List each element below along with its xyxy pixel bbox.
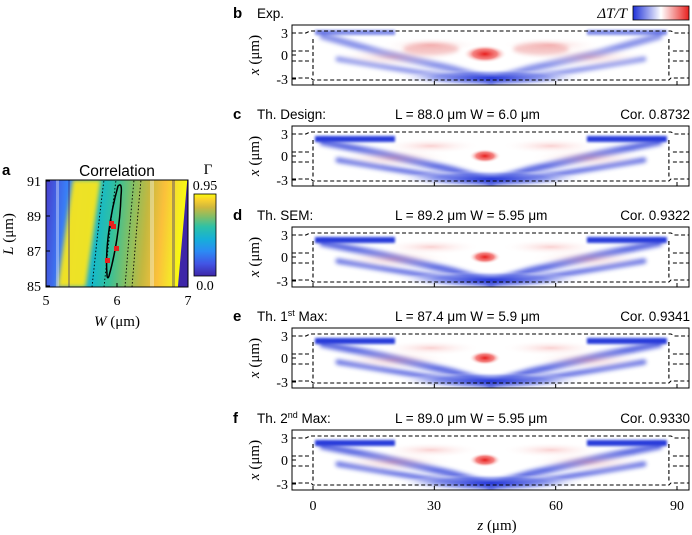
panel-letter-a: a bbox=[2, 162, 11, 179]
panel-c-map bbox=[292, 126, 689, 186]
panel-d-x-axis-label: x (μm) bbox=[247, 237, 263, 278]
panel-c-params: L = 88.0 μm W = 6.0 μm bbox=[395, 107, 540, 122]
panel-d-correlation: Cor. 0.9322 bbox=[620, 208, 690, 223]
panel-e-params: L = 87.4 μm W = 5.9 μm bbox=[395, 309, 540, 324]
marker-th-2nd-max bbox=[111, 224, 116, 229]
panel-e-map bbox=[292, 328, 689, 388]
colorbar-gamma-symbol: Γ bbox=[204, 162, 213, 178]
panel-b-x-axis-label: x (μm) bbox=[247, 35, 263, 76]
panel-f: f Th. 2nd Max: L = 89.0 μm W = 5.95 μm Cor.… bbox=[233, 410, 690, 493]
panel-c-y-tick-0: 3 bbox=[281, 128, 288, 143]
marker-th-sem bbox=[109, 221, 114, 226]
z-tick-90: 90 bbox=[670, 499, 684, 514]
y-tick-87: 87 bbox=[27, 245, 41, 260]
z-tick-30: 30 bbox=[427, 499, 441, 514]
panel-d-y-tick-2: -3 bbox=[276, 275, 288, 290]
z-tick-60: 60 bbox=[549, 499, 563, 514]
panel-f-map bbox=[292, 430, 689, 490]
marker-th-1st-max bbox=[105, 258, 110, 263]
panel-e: e Th. 1st Max: L = 87.4 μm W = 5.9 μm Cor. … bbox=[233, 308, 690, 391]
panel-c-y-tick-2: -3 bbox=[276, 174, 288, 189]
panel-e-x-axis-label: x (μm) bbox=[247, 338, 263, 379]
panel-letter-d: d bbox=[233, 207, 242, 224]
correlation-title: Correlation bbox=[79, 163, 155, 180]
panel-f-y-tick-2: -3 bbox=[276, 478, 288, 493]
panel-letter-c: c bbox=[233, 106, 241, 123]
panel-f-correlation: Cor. 0.9330 bbox=[620, 411, 690, 426]
z-axis-label: z (μm) bbox=[476, 518, 516, 534]
y-tick-91: 91 bbox=[27, 175, 41, 190]
delta-t-over-t-label: ΔT/T bbox=[596, 6, 628, 22]
marker-th-design bbox=[114, 246, 119, 251]
y-tick-85: 85 bbox=[27, 280, 41, 295]
panel-b-map bbox=[292, 25, 689, 85]
panel-b-y-tick-0: 3 bbox=[281, 27, 288, 42]
panel-c-label: Th. Design: bbox=[257, 107, 326, 122]
panel-b-label: Exp. bbox=[257, 6, 284, 21]
panel-c-y-tick-1: 0 bbox=[281, 150, 288, 165]
panel-d: d Th. SEM: L = 89.2 μm W = 5.95 μm Cor. 0.9… bbox=[233, 207, 690, 290]
delta-t-colorbar bbox=[632, 5, 690, 21]
y-axis-label-L: L (μm) bbox=[1, 213, 17, 256]
panel-d-y-tick-1: 0 bbox=[281, 251, 288, 266]
panel-f-params: L = 89.0 μm W = 5.95 μm bbox=[395, 411, 547, 426]
panel-d-y-tick-0: 3 bbox=[281, 229, 288, 244]
correlation-heatmap bbox=[46, 180, 188, 287]
panel-d-label: Th. SEM: bbox=[257, 208, 313, 223]
x-tick-6: 6 bbox=[114, 294, 121, 309]
panel-d-params: L = 89.2 μm W = 5.95 μm bbox=[395, 208, 547, 223]
panel-a: a Correlation bbox=[1, 162, 217, 330]
panel-b-y-tick-2: -3 bbox=[276, 73, 288, 88]
colorbar-max-label: 0.95 bbox=[193, 179, 218, 194]
z-axis: 0 30 60 90 z (μm) bbox=[310, 499, 685, 534]
x-axis-label-W: W (μm) bbox=[94, 314, 140, 330]
panel-b-y-tick-1: 0 bbox=[281, 49, 288, 64]
panel-letter-f: f bbox=[233, 410, 239, 427]
panel-e-y-tick-0: 3 bbox=[281, 330, 288, 345]
panel-e-correlation: Cor. 0.9341 bbox=[620, 309, 690, 324]
panel-f-label: Th. 2nd Max: bbox=[257, 410, 331, 426]
correlation-colorbar bbox=[193, 193, 217, 277]
transmission-panels: b Exp. 3 0 -3 x (μm) c Th. Design: L = 88.0 μm W… bbox=[233, 5, 690, 493]
delta-t-colorbar-group: ΔT/T bbox=[596, 5, 690, 22]
panel-f-y-tick-1: 0 bbox=[281, 454, 288, 469]
z-tick-0: 0 bbox=[310, 499, 317, 514]
panel-letter-e: e bbox=[233, 308, 241, 325]
panel-e-y-tick-1: 0 bbox=[281, 352, 288, 367]
panel-b: b Exp. 3 0 -3 x (μm) bbox=[233, 5, 690, 88]
panel-c-x-axis-label: x (μm) bbox=[247, 136, 263, 177]
panel-d-map bbox=[292, 227, 689, 287]
panel-c-correlation: Cor. 0.8732 bbox=[620, 107, 690, 122]
panel-f-x-axis-label: x (μm) bbox=[247, 440, 263, 481]
panel-letter-b: b bbox=[233, 5, 242, 22]
x-tick-5: 5 bbox=[43, 294, 50, 309]
panel-f-y-tick-0: 3 bbox=[281, 432, 288, 447]
y-tick-89: 89 bbox=[27, 210, 41, 225]
colorbar-min-label: 0.0 bbox=[196, 279, 214, 294]
panel-e-y-tick-2: -3 bbox=[276, 376, 288, 391]
x-tick-7: 7 bbox=[185, 294, 192, 309]
panel-c: c Th. Design: L = 88.0 μm W = 6.0 μm Cor. 0… bbox=[233, 106, 690, 189]
panel-e-label: Th. 1st Max: bbox=[257, 308, 328, 324]
